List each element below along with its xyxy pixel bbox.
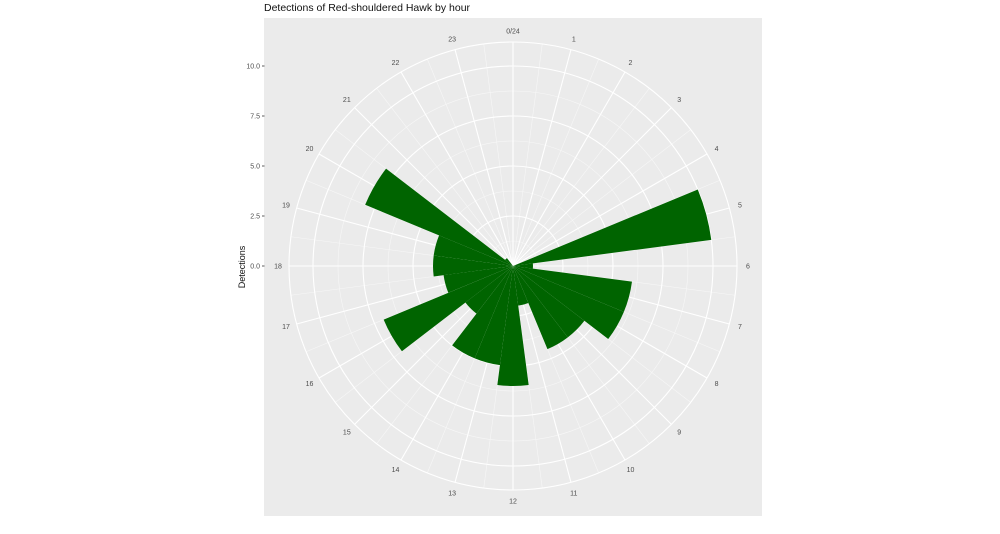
major-grid [288,41,738,491]
minor-spoke [512,58,599,267]
bar-hour-12 [497,266,529,387]
x-tick-label: 21 [343,97,351,104]
bar-hour-5 [513,189,712,266]
x-tick-label: 11 [570,490,577,497]
bar-hour-9 [513,266,585,338]
x-tick-label: 7 [738,324,742,331]
x-tick-label: 5 [738,203,742,210]
y-tick-label: 7.5 [250,113,260,120]
x-axis: 0/24123456789101112131415161718192021222… [274,28,750,505]
minor-spoke [376,88,514,267]
x-tick-label: 1 [572,36,576,43]
y-tick-label: 0.0 [250,263,260,270]
x-tick-label: 2 [629,60,633,67]
grid-spoke [512,49,572,267]
bar-hour-11 [513,266,529,306]
x-tick-label: 22 [392,60,400,67]
y-tick-label: 5.0 [250,163,260,170]
x-tick-label: 14 [392,467,400,474]
bar-hour-14 [452,266,513,359]
grid-spoke [454,49,514,267]
minor-spoke [427,58,514,267]
x-tick-label: 19 [282,203,290,210]
bar-hour-18 [433,255,513,277]
grid-spoke [400,71,514,267]
chart-title: Detections of Red-shouldered Hawk by hou… [264,2,471,14]
x-tick-label: 23 [448,36,456,43]
x-tick-label: 9 [677,430,681,437]
minor-spoke [512,43,543,267]
x-tick-label: 17 [282,324,290,331]
x-tick-label: 10 [627,467,635,474]
minor-spoke [483,43,514,267]
grid-spoke [354,107,514,267]
y-axis: 0.0 2.5 5.0 7.5 10.0 [246,63,265,270]
bars [365,168,712,387]
x-tick-label: 20 [306,146,314,153]
x-tick-label: 3 [677,97,681,104]
bar-hour-20 [365,168,513,266]
x-tick-label: 16 [306,381,314,388]
x-tick-label: 18 [274,263,282,270]
x-tick-label: 13 [448,490,456,497]
x-tick-label: 15 [343,430,351,437]
bar-hour-17 [443,266,513,293]
x-tick-label: 8 [715,381,719,388]
bar-hour-13 [474,266,513,366]
grid-spoke [512,71,626,267]
x-tick-label: 0/24 [506,28,520,35]
bar-hour-10 [513,266,568,350]
bar-hour-16 [383,266,513,352]
bar-hour-21 [505,258,513,266]
y-tick-label: 10.0 [246,63,260,70]
x-tick-label: 4 [715,146,719,153]
grid-spoke [512,107,672,267]
bar-hour-7 [513,266,632,312]
x-tick-label: 6 [746,263,750,270]
bar-hour-6 [513,263,534,269]
bar-hour-19 [433,235,513,266]
minor-spoke [512,88,650,267]
grid-spoke [512,153,708,267]
bar-hour-8 [513,266,624,340]
minor-spoke [512,129,691,267]
bar-hour-15 [465,266,513,314]
y-tick-label: 2.5 [250,213,260,220]
x-tick-label: 12 [509,498,517,505]
